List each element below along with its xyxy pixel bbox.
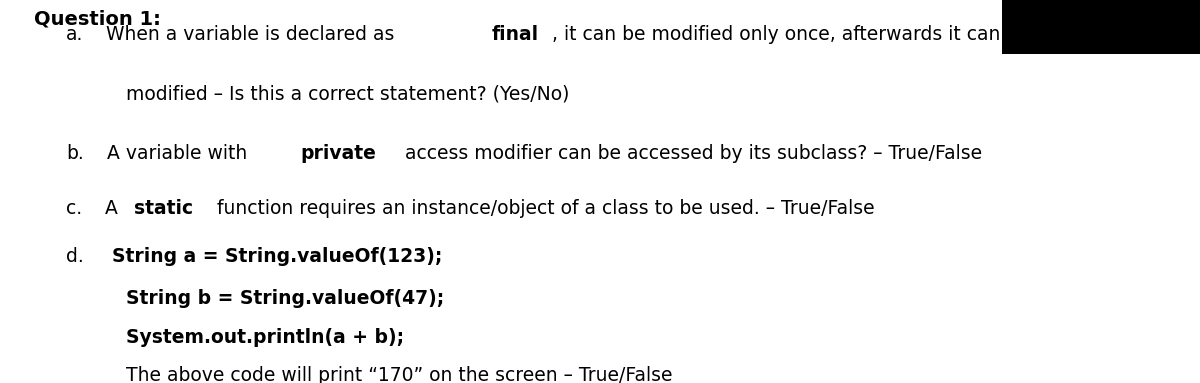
- Text: private: private: [301, 144, 377, 163]
- Text: static: static: [134, 200, 193, 218]
- Text: modified – Is this a correct statement? (Yes/No): modified – Is this a correct statement? …: [126, 85, 569, 103]
- Text: Question 1:: Question 1:: [34, 10, 161, 29]
- Text: System.out.println(a + b);: System.out.println(a + b);: [126, 328, 404, 347]
- Text: A: A: [86, 200, 124, 218]
- Text: When a variable is declared as: When a variable is declared as: [89, 25, 401, 44]
- Text: The above code will print “170” on the screen – True/False: The above code will print “170” on the s…: [126, 366, 672, 383]
- Text: , it can be modified only once, afterwards it can never be: , it can be modified only once, afterwar…: [552, 25, 1090, 44]
- Text: function requires an instance/object of a class to be used. – True/False: function requires an instance/object of …: [211, 200, 875, 218]
- Text: d.: d.: [66, 247, 84, 266]
- Text: String b = String.valueOf(47);: String b = String.valueOf(47);: [126, 290, 444, 308]
- Bar: [1002, 0, 1200, 54]
- Text: a.: a.: [66, 25, 83, 44]
- Text: String a = String.valueOf(123);: String a = String.valueOf(123);: [112, 247, 443, 266]
- Text: access modifier can be accessed by its subclass? – True/False: access modifier can be accessed by its s…: [398, 144, 982, 163]
- Text: A variable with: A variable with: [89, 144, 253, 163]
- Text: c.: c.: [66, 200, 82, 218]
- Text: b.: b.: [66, 144, 84, 163]
- Text: final: final: [492, 25, 539, 44]
